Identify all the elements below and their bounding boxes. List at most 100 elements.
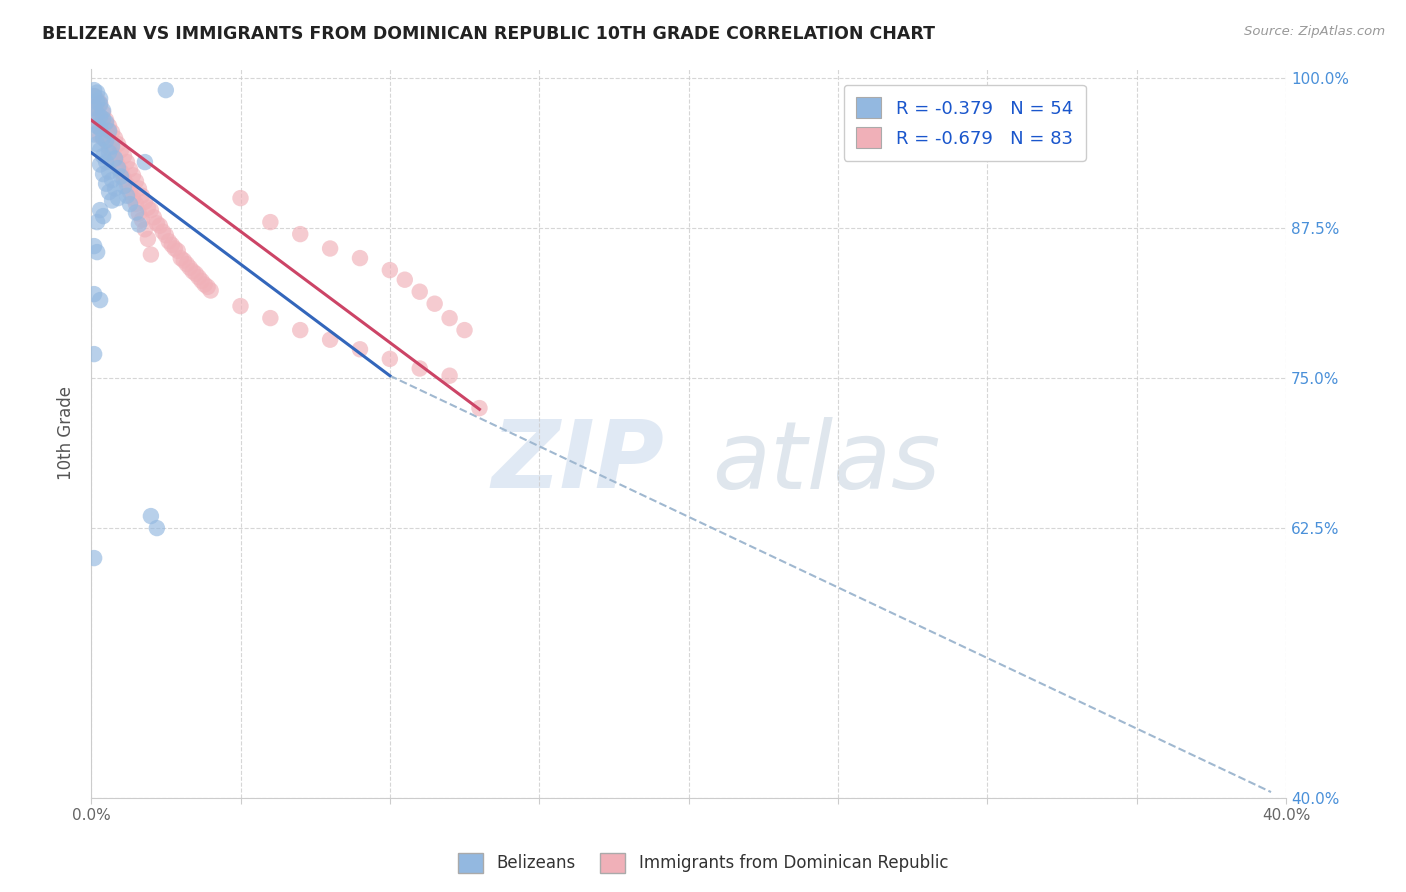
Point [110,143,132,157]
Point [101,125,124,139]
Point [83,100,105,114]
Point [94,119,117,133]
Point [94,134,117,148]
Point [122,169,145,183]
Point [290,323,312,337]
Point [152,225,174,239]
Point [104,152,127,166]
Point [89,97,111,112]
Point [83,89,105,103]
Point [91,106,114,120]
Point [83,89,105,103]
Point [86,245,108,260]
Point [115,178,138,192]
Point [89,96,111,111]
Point [200,284,222,298]
Point [91,209,114,223]
Point [91,103,114,118]
Point [170,251,193,265]
Point [118,185,141,199]
Point [94,115,117,129]
Point [149,219,172,233]
Point [101,194,124,208]
Point [146,216,169,230]
Point [98,141,121,155]
Point [184,267,207,281]
Point [319,333,342,347]
Point [104,181,127,195]
Point [98,124,121,138]
Point [94,113,117,128]
Point [86,103,108,117]
Point [229,299,252,313]
Point [139,203,162,218]
Point [94,134,117,148]
Point [91,167,114,181]
Point [107,161,129,175]
Point [86,107,108,121]
Point [128,218,150,232]
Point [101,146,124,161]
Point [86,93,108,107]
Point [86,115,108,129]
Point [86,137,108,152]
Text: ZIP: ZIP [492,417,665,508]
Point [86,215,108,229]
Point [187,270,209,285]
Point [166,244,188,258]
Point [89,121,111,136]
Text: Source: ZipAtlas.com: Source: ZipAtlas.com [1244,25,1385,38]
Point [453,323,475,337]
Point [128,207,150,221]
Point [110,169,132,184]
Point [142,211,165,225]
Point [157,235,180,249]
Point [98,119,121,133]
Point [131,188,153,202]
Point [229,191,252,205]
Point [98,145,121,160]
Point [112,179,135,194]
Text: atlas: atlas [713,417,941,508]
Point [83,287,105,301]
Point [125,174,148,188]
Point [179,260,201,275]
Point [122,191,145,205]
Point [112,172,135,186]
Point [83,347,105,361]
Point [128,181,150,195]
Point [134,194,156,209]
Point [290,227,312,241]
Point [94,177,117,191]
Point [131,212,153,227]
Point [259,215,281,229]
Point [98,125,121,139]
Point [146,521,169,535]
Point [115,188,138,202]
Point [98,165,121,179]
Point [134,222,156,236]
Point [107,159,129,173]
Point [89,293,111,307]
Point [89,203,111,218]
Point [125,205,148,219]
Point [86,95,108,109]
Point [101,139,124,153]
Point [83,239,105,253]
Point [110,165,132,179]
Text: BELIZEAN VS IMMIGRANTS FROM DOMINICAN REPUBLIC 10TH GRADE CORRELATION CHART: BELIZEAN VS IMMIGRANTS FROM DOMINICAN RE… [42,25,935,43]
Point [86,119,108,133]
Point [89,143,111,157]
Point [83,551,105,566]
Point [98,185,121,199]
Point [139,509,162,524]
Point [91,149,114,163]
Point [155,83,177,97]
Point [176,257,198,271]
Point [83,83,105,97]
Point [394,273,416,287]
Point [160,238,183,252]
Point [409,361,432,376]
Point [107,137,129,152]
Point [94,155,117,169]
